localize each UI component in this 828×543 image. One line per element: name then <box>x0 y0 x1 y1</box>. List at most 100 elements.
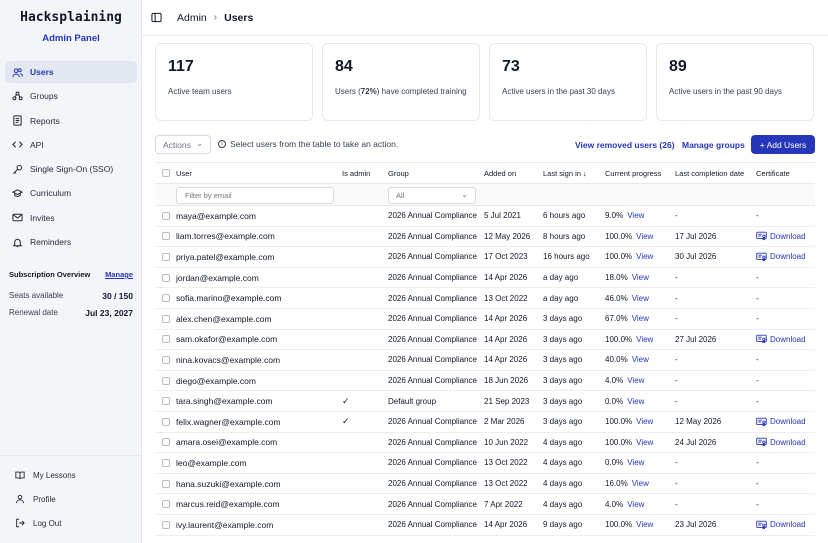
row-checkbox[interactable] <box>162 500 170 509</box>
sidebar-toggle-icon[interactable] <box>151 12 162 23</box>
sidebar-item-reminders[interactable]: Reminders <box>5 231 137 253</box>
table-row[interactable]: diego@example.com 2026 Annual Compliance 1… <box>155 371 815 392</box>
table-row[interactable]: sofia.marino@example.com 2026 Annual Comp… <box>155 288 815 309</box>
table-row[interactable]: jordan@example.com 2026 Annual Compliance… <box>155 268 815 289</box>
row-checkbox[interactable] <box>162 355 170 364</box>
profile-icon <box>16 494 24 504</box>
view-progress-link[interactable]: View <box>627 499 645 509</box>
manage-subscription-link[interactable]: Manage <box>105 270 133 279</box>
view-progress-link[interactable]: View <box>636 437 654 447</box>
col-added-on[interactable]: Added on <box>484 168 517 178</box>
download-certificate-button[interactable]: Download <box>756 520 806 530</box>
download-certificate-button[interactable]: Download <box>756 231 806 241</box>
view-progress-link[interactable]: View <box>627 396 645 406</box>
view-progress-link[interactable]: View <box>631 355 649 365</box>
sidebar-item-api[interactable]: API <box>5 134 137 156</box>
actions-dropdown[interactable]: Actions ⌄ <box>155 135 211 154</box>
row-checkbox[interactable] <box>162 252 170 261</box>
table-row[interactable]: sam.okafor@example.com 2026 Annual Compli… <box>155 330 815 351</box>
table-row[interactable]: nina.kovacs@example.com 2026 Annual Compl… <box>155 350 815 371</box>
row-checkbox[interactable] <box>162 397 170 406</box>
row-checkbox[interactable] <box>162 479 170 488</box>
row-checkbox[interactable] <box>162 438 170 447</box>
row-checkbox[interactable] <box>162 314 170 323</box>
sidebar: Hacksplaining Admin Panel Users Groups R… <box>0 0 142 543</box>
row-checkbox[interactable] <box>162 520 170 529</box>
selection-hint: i Select users from the table to take an… <box>218 139 398 149</box>
manage-groups-link[interactable]: Manage groups <box>682 140 745 150</box>
view-progress-link[interactable]: View <box>631 273 649 283</box>
table-row[interactable]: tara.singh@example.com ✓ Default group 21 S… <box>155 391 815 412</box>
user-email: ivy.laurent@example.com <box>176 519 274 530</box>
view-progress-link[interactable]: View <box>631 293 649 303</box>
sidebar-item-my-lessons[interactable]: My Lessons <box>15 470 76 480</box>
row-checkbox[interactable] <box>162 376 170 385</box>
col-is-admin[interactable]: Is admin <box>342 168 371 178</box>
current-progress: 16.0% View <box>605 474 649 494</box>
download-certificate-button[interactable]: Download <box>756 252 806 262</box>
view-progress-link[interactable]: View <box>631 479 649 489</box>
table-row[interactable]: hana.suzuki@example.com 2026 Annual Compl… <box>155 474 815 495</box>
row-checkbox[interactable] <box>162 294 170 303</box>
group-filter-select[interactable]: All ⌄ <box>388 187 476 204</box>
view-progress-link[interactable]: View <box>627 211 645 221</box>
select-all-checkbox[interactable] <box>162 169 170 177</box>
view-progress-link[interactable]: View <box>636 417 654 427</box>
row-checkbox[interactable] <box>162 458 170 467</box>
sidebar-item-reports[interactable]: Reports <box>5 110 137 132</box>
download-certificate-button[interactable]: Download <box>756 417 806 427</box>
view-progress-link[interactable]: View <box>636 252 654 262</box>
table-row[interactable]: felix.wagner@example.com ✓ 2026 Annual Com… <box>155 412 815 433</box>
table-row[interactable]: ivy.laurent@example.com 2026 Annual Compl… <box>155 515 815 536</box>
breadcrumb-admin[interactable]: Admin <box>177 11 207 24</box>
row-checkbox[interactable] <box>162 232 170 241</box>
user-email: diego@example.com <box>176 375 256 386</box>
subscription-overview: Subscription Overview Manage Seats avail… <box>9 270 133 318</box>
user-group: 2026 Annual Compliance <box>388 376 477 386</box>
sidebar-item-profile[interactable]: Profile <box>15 494 56 504</box>
col-certificate[interactable]: Certificate <box>756 168 790 178</box>
sidebar-item-users[interactable]: Users <box>5 61 137 83</box>
sidebar-item-sso[interactable]: Single Sign-On (SSO) <box>5 158 137 180</box>
view-removed-users-link[interactable]: View removed users (26) <box>575 140 675 150</box>
table-row[interactable]: alex.chen@example.com 2026 Annual Complia… <box>155 309 815 330</box>
user-email: jordan@example.com <box>176 272 259 283</box>
certificate-cell: - <box>756 293 759 303</box>
col-user[interactable]: User <box>176 168 192 178</box>
sidebar-item-curriculum[interactable]: Curriculum <box>5 182 137 204</box>
last-completion-date: - <box>675 396 678 406</box>
progress-value: 100.0% <box>605 231 633 241</box>
view-progress-link[interactable]: View <box>631 314 649 324</box>
table-row[interactable]: leo@example.com 2026 Annual Compliance 13 … <box>155 453 815 474</box>
last-sign-in: 3 days ago <box>543 396 583 406</box>
download-certificate-button[interactable]: Download <box>756 334 806 344</box>
add-users-button[interactable]: + Add Users <box>751 135 815 154</box>
brand-logo[interactable]: Hacksplaining <box>20 10 122 25</box>
progress-value: 0.0% <box>605 458 624 468</box>
view-progress-link[interactable]: View <box>636 520 654 530</box>
sidebar-item-invites[interactable]: Invites <box>5 207 137 229</box>
view-progress-link[interactable]: View <box>636 334 654 344</box>
col-last-sign-in[interactable]: Last sign in ↓ <box>543 168 587 178</box>
download-certificate-button[interactable]: Download <box>756 437 806 447</box>
row-checkbox[interactable] <box>162 417 170 426</box>
col-last-completion[interactable]: Last completion date <box>675 168 745 178</box>
table-row[interactable]: liam.torres@example.com 2026 Annual Compl… <box>155 227 815 248</box>
row-checkbox[interactable] <box>162 273 170 282</box>
view-progress-link[interactable]: View <box>627 376 645 386</box>
row-checkbox[interactable] <box>162 335 170 344</box>
sidebar-item-groups[interactable]: Groups <box>5 85 137 107</box>
table-row[interactable]: amara.osei@example.com 2026 Annual Compli… <box>155 433 815 454</box>
table-row[interactable]: maya@example.com 2026 Annual Compliance 5 … <box>155 206 815 227</box>
sidebar-item-log-out[interactable]: Log Out <box>15 518 61 528</box>
row-checkbox[interactable] <box>162 211 170 220</box>
email-filter-input[interactable] <box>176 187 334 204</box>
user-email: liam.torres@example.com <box>176 231 275 242</box>
col-current-progress[interactable]: Current progress <box>605 168 662 178</box>
view-progress-link[interactable]: View <box>627 458 645 468</box>
table-row[interactable]: priya.patel@example.com 2026 Annual Compl… <box>155 247 815 268</box>
view-progress-link[interactable]: View <box>636 231 654 241</box>
col-group[interactable]: Group <box>388 168 409 178</box>
table-row[interactable]: marcus.reid@example.com 2026 Annual Compl… <box>155 494 815 515</box>
last-completion-date: - <box>675 479 678 489</box>
